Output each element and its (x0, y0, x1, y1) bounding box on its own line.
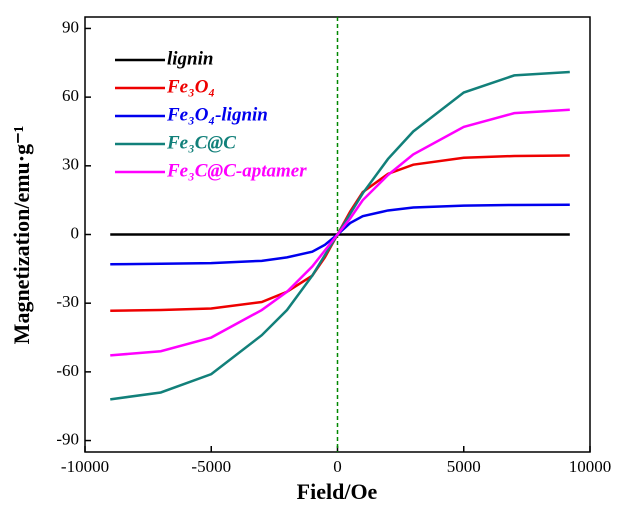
legend-text: Fe₃O₄-lignin (166, 104, 268, 125)
legend-text: Fe₃C@C (166, 132, 236, 153)
legend-text: Fe₃C@C-aptamer (166, 160, 307, 181)
y-tick-label: -30 (56, 292, 79, 311)
y-tick-label: 30 (62, 155, 79, 174)
series-line (110, 108, 570, 357)
x-axis-title: Field/Oe (297, 479, 378, 504)
y-tick-label: 60 (62, 86, 79, 105)
x-tick-label: 10000 (569, 457, 612, 476)
x-tick-label: 0 (333, 457, 342, 476)
y-axis-title: Magnetization/emu·g⁻¹ (9, 126, 34, 345)
x-tick-label: 5000 (447, 457, 481, 476)
legend-text: lignin (167, 48, 213, 69)
x-tick-label: -5000 (191, 457, 231, 476)
y-tick-label: -60 (56, 361, 79, 380)
y-tick-label: 0 (71, 223, 80, 242)
y-tick-label: -90 (56, 429, 79, 448)
y-tick-label: 90 (62, 17, 79, 36)
x-tick-label: -10000 (61, 457, 109, 476)
legend-text: Fe₃O₄ (166, 76, 215, 97)
